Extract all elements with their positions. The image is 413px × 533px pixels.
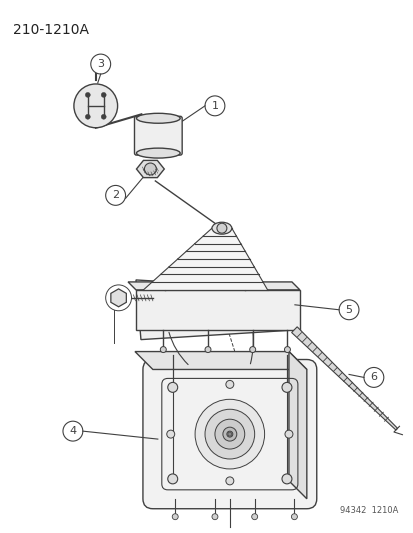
Circle shape bbox=[101, 114, 106, 119]
Polygon shape bbox=[128, 282, 299, 290]
Polygon shape bbox=[291, 327, 396, 430]
Circle shape bbox=[226, 431, 232, 437]
FancyBboxPatch shape bbox=[142, 360, 316, 508]
Circle shape bbox=[211, 514, 217, 520]
Circle shape bbox=[101, 92, 106, 98]
Circle shape bbox=[249, 346, 255, 352]
Circle shape bbox=[281, 474, 291, 484]
Circle shape bbox=[85, 92, 90, 98]
Circle shape bbox=[291, 514, 297, 520]
Circle shape bbox=[284, 346, 290, 352]
Circle shape bbox=[167, 474, 177, 484]
Circle shape bbox=[227, 432, 231, 436]
Circle shape bbox=[284, 430, 292, 438]
Circle shape bbox=[251, 514, 257, 520]
Circle shape bbox=[172, 514, 178, 520]
Polygon shape bbox=[288, 352, 306, 499]
Text: 2: 2 bbox=[112, 190, 119, 200]
Circle shape bbox=[74, 84, 117, 128]
Circle shape bbox=[214, 419, 244, 449]
Ellipse shape bbox=[211, 222, 231, 234]
Circle shape bbox=[222, 427, 236, 441]
Circle shape bbox=[144, 163, 156, 175]
Circle shape bbox=[167, 382, 177, 392]
Text: 210-1210A: 210-1210A bbox=[13, 23, 89, 37]
Polygon shape bbox=[143, 228, 267, 290]
Text: 3: 3 bbox=[97, 59, 104, 69]
Polygon shape bbox=[135, 290, 299, 330]
Ellipse shape bbox=[136, 148, 180, 158]
Polygon shape bbox=[111, 289, 126, 307]
Circle shape bbox=[195, 399, 264, 469]
Polygon shape bbox=[136, 160, 164, 177]
Text: 5: 5 bbox=[345, 305, 352, 315]
Text: 4: 4 bbox=[69, 426, 76, 436]
FancyBboxPatch shape bbox=[134, 116, 182, 155]
Circle shape bbox=[204, 409, 254, 459]
Circle shape bbox=[85, 114, 90, 119]
Circle shape bbox=[160, 346, 166, 352]
Circle shape bbox=[225, 477, 233, 485]
Circle shape bbox=[225, 381, 233, 389]
Circle shape bbox=[216, 223, 226, 233]
Text: 1: 1 bbox=[211, 101, 218, 111]
Polygon shape bbox=[135, 280, 299, 340]
Circle shape bbox=[166, 430, 174, 438]
Text: 94342  1210A: 94342 1210A bbox=[339, 506, 398, 515]
Text: 6: 6 bbox=[370, 373, 377, 382]
Ellipse shape bbox=[136, 114, 180, 123]
Circle shape bbox=[204, 346, 211, 352]
Circle shape bbox=[281, 382, 291, 392]
Polygon shape bbox=[135, 352, 306, 369]
